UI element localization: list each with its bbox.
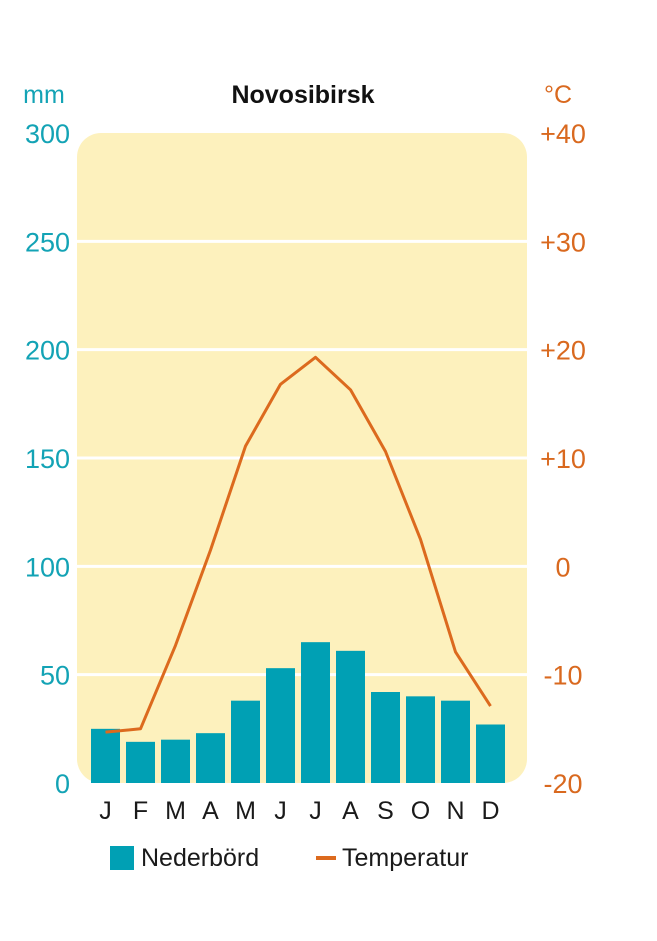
month-label: N (446, 797, 464, 825)
left-tick-label: 200 (25, 336, 70, 366)
month-label: S (377, 797, 394, 825)
right-tick-label: +30 (540, 227, 586, 257)
precipitation-bar (371, 692, 400, 783)
legend-temperature-label: Temperatur (342, 844, 468, 872)
left-tick-label: 150 (25, 444, 70, 474)
month-label: J (99, 797, 112, 825)
legend: Nederbörd Temperatur (110, 844, 468, 872)
legend-precipitation-label: Nederbörd (141, 844, 259, 872)
left-tick-label: 0 (55, 769, 70, 799)
left-axis-ticks: 0 50 100 150 200 250 300 (25, 119, 70, 799)
right-tick-label: -20 (543, 769, 582, 799)
month-label: M (165, 797, 186, 825)
left-tick-label: 300 (25, 119, 70, 149)
left-tick-label: 250 (25, 227, 70, 257)
right-axis-unit: °C (544, 81, 572, 109)
right-tick-label: +10 (540, 444, 586, 474)
month-label: J (309, 797, 322, 825)
precipitation-bar (476, 724, 505, 783)
precipitation-bar (301, 642, 330, 783)
precipitation-bar (336, 650, 365, 783)
month-label: A (202, 797, 219, 825)
legend-precipitation-swatch (110, 846, 134, 870)
precipitation-bar (406, 696, 435, 783)
right-tick-label: 0 (555, 552, 570, 582)
month-label: F (133, 797, 148, 825)
right-tick-label: -10 (543, 661, 582, 691)
precipitation-bar (441, 700, 470, 783)
left-tick-label: 100 (25, 552, 70, 582)
precipitation-bar (231, 700, 260, 783)
month-label: O (411, 797, 430, 825)
right-axis-ticks: -20 -10 0 +10 +20 +30 +40 (540, 119, 586, 799)
precipitation-bar (161, 739, 190, 783)
chart-title: Novosibirsk (231, 81, 374, 109)
precipitation-bar (196, 733, 225, 783)
precipitation-bars (91, 642, 505, 783)
precipitation-bar (266, 668, 295, 783)
month-label: A (342, 797, 359, 825)
left-axis-unit: mm (23, 81, 65, 109)
right-tick-label: +20 (540, 336, 586, 366)
temperature-line (105, 355, 492, 734)
month-label: D (481, 797, 499, 825)
month-label: J (274, 797, 287, 825)
precipitation-bar (126, 741, 155, 783)
right-tick-label: +40 (540, 119, 586, 149)
precipitation-bar (91, 728, 120, 783)
month-label: M (235, 797, 256, 825)
left-tick-label: 50 (40, 661, 70, 691)
